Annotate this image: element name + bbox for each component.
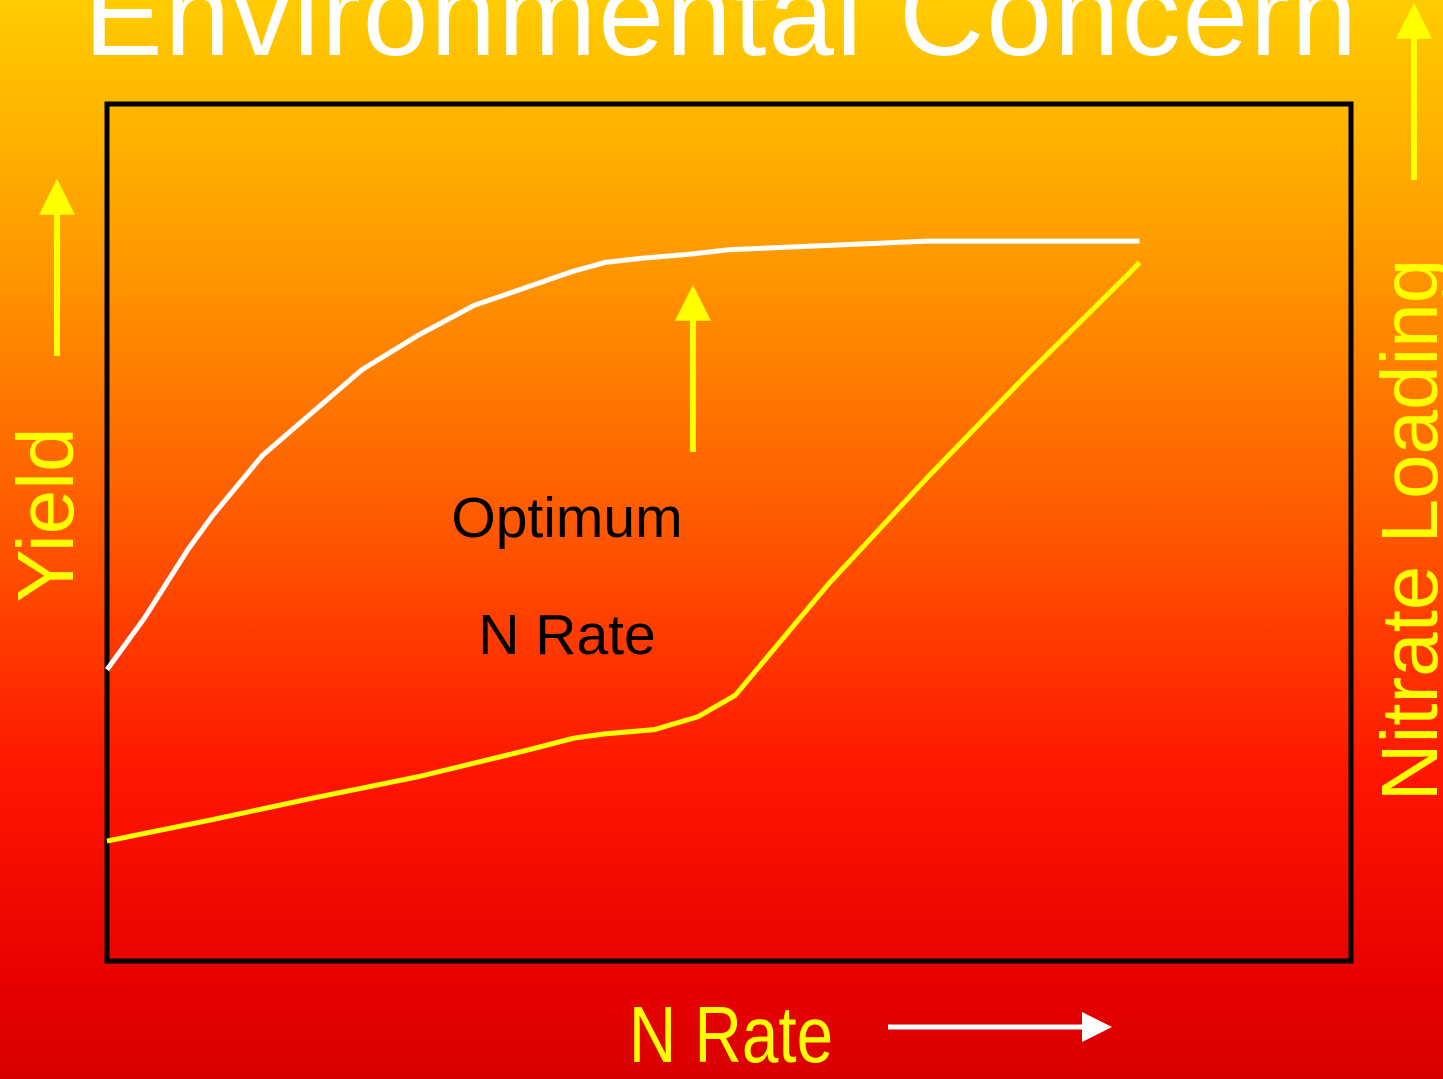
nitrate-loading-curve <box>106 260 1142 844</box>
y2-axis-label: Nitrate Loading <box>1365 259 1443 802</box>
slide-title: Environmental Concern <box>83 0 1360 81</box>
n-rate-annotation-label: N Rate <box>478 603 655 667</box>
optimum-label: Optimum <box>451 486 682 550</box>
yield-curve <box>104 238 1140 672</box>
x-axis-label: N Rate <box>629 990 833 1079</box>
plot-frame <box>104 101 1354 964</box>
y-axis-label: Yield <box>1 428 90 603</box>
